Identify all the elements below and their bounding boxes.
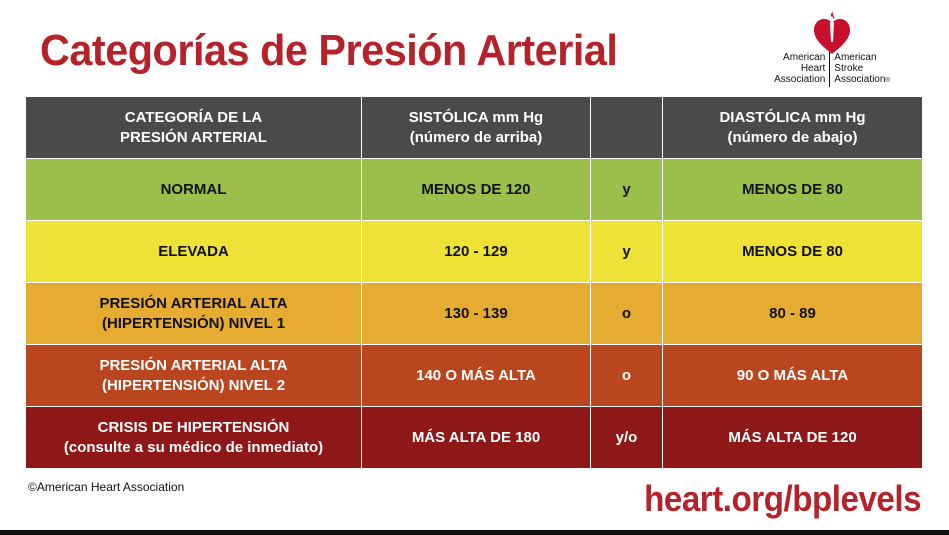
category-cell: ELEVADA (25, 220, 362, 283)
systolic-cell: 120 - 129 (361, 220, 591, 283)
aha-asa-logo: American Heart Association American Stro… (752, 12, 912, 88)
category-cell: PRESIÓN ARTERIAL ALTA (HIPERTENSIÓN) NIV… (25, 282, 362, 345)
conjunction-cell: y (590, 220, 663, 283)
bp-categories-table: CATEGORÍA DE LA PRESIÓN ARTERIAL SISTÓLI… (25, 96, 923, 469)
category-cell: CRISIS DE HIPERTENSIÓN (consulte a su mé… (25, 406, 362, 469)
asa-line: Association® (834, 74, 890, 85)
category-cell: PRESIÓN ARTERIAL ALTA (HIPERTENSIÓN) NIV… (25, 344, 362, 407)
systolic-cell: 140 O MÁS ALTA (361, 344, 591, 407)
diastolic-cell: MENOS DE 80 (662, 220, 923, 283)
table-header-row: CATEGORÍA DE LA PRESIÓN ARTERIAL SISTÓLI… (25, 96, 923, 159)
copyright-notice: ©American Heart Association (28, 480, 185, 494)
diastolic-cell: MÁS ALTA DE 120 (662, 406, 923, 469)
aha-wordmark: American Heart Association (774, 52, 831, 87)
asa-line: American (834, 52, 877, 63)
header-diastolic: DIASTÓLICA mm Hg (número de abajo) (662, 96, 923, 159)
header-systolic: SISTÓLICA mm Hg (número de arriba) (361, 96, 591, 159)
table-row-crisis: CRISIS DE HIPERTENSIÓN (consulte a su mé… (25, 406, 923, 469)
systolic-cell: MENOS DE 120 (361, 158, 591, 221)
systolic-cell: 130 - 139 (361, 282, 591, 345)
diastolic-cell: 90 O MÁS ALTA (662, 344, 923, 407)
conjunction-cell: o (590, 282, 663, 345)
asa-wordmark: American Stroke Association® (830, 52, 890, 87)
conjunction-cell: y (590, 158, 663, 221)
table-row-stage2: PRESIÓN ARTERIAL ALTA (HIPERTENSIÓN) NIV… (25, 344, 923, 407)
category-cell: NORMAL (25, 158, 362, 221)
table-row-stage1: PRESIÓN ARTERIAL ALTA (HIPERTENSIÓN) NIV… (25, 282, 923, 345)
diastolic-cell: 80 - 89 (662, 282, 923, 345)
aha-line: Association (774, 74, 826, 85)
header-conjunction (590, 96, 663, 159)
heart-torch-icon (814, 12, 850, 54)
conjunction-cell: o (590, 344, 663, 407)
aha-line: Heart (800, 63, 826, 74)
page-title: Categorías de Presión Arterial (40, 26, 618, 75)
table-row-elevated: ELEVADA 120 - 129 y MENOS DE 80 (25, 220, 923, 283)
trademark: ® (885, 78, 890, 84)
website-link[interactable]: heart.org/bplevels (643, 478, 921, 519)
diastolic-cell: MENOS DE 80 (662, 158, 923, 221)
systolic-cell: MÁS ALTA DE 180 (361, 406, 591, 469)
aha-line: American (783, 52, 826, 63)
asa-line: Stroke (834, 63, 864, 74)
bottom-border (0, 530, 949, 535)
table-row-normal: NORMAL MENOS DE 120 y MENOS DE 80 (25, 158, 923, 221)
conjunction-cell: y/o (590, 406, 663, 469)
header-category: CATEGORÍA DE LA PRESIÓN ARTERIAL (25, 96, 362, 159)
